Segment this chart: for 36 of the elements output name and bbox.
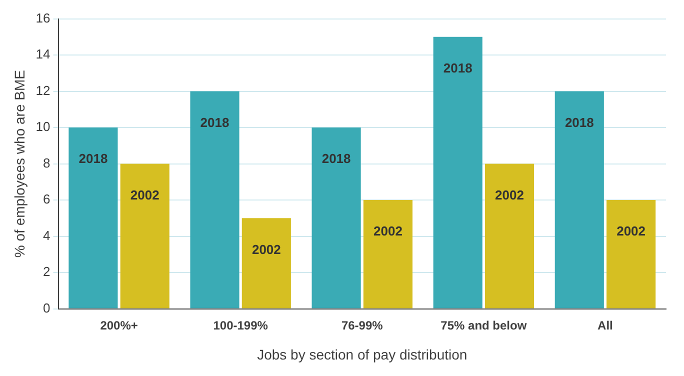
text: 2002	[374, 224, 402, 239]
bar	[68, 128, 118, 308]
y-tick-label: 6	[43, 192, 50, 207]
bar	[190, 91, 240, 308]
y-tick-label: 16	[36, 10, 50, 26]
x-tick-label: 76-99%	[341, 318, 384, 332]
y-tick-label: 12	[36, 82, 50, 98]
text: 2018	[443, 60, 472, 76]
bar	[312, 128, 361, 308]
bar	[554, 91, 604, 308]
bar	[120, 164, 170, 308]
bar	[242, 218, 291, 308]
bar	[606, 200, 656, 308]
x-tick-label: 75% and below	[440, 318, 528, 332]
y-axis-title: % of employees who are BME	[11, 70, 28, 258]
bar	[484, 164, 534, 308]
series-label: 2018	[564, 114, 594, 130]
text: 2002	[616, 224, 646, 239]
text: 2018	[78, 151, 108, 166]
series-label: 2002	[495, 187, 524, 202]
x-axis-title: Jobs by section of pay distribution	[257, 346, 468, 362]
bar	[433, 36, 482, 308]
text: 2018	[200, 114, 230, 130]
y-tick-label: 8	[43, 155, 50, 170]
text: 2002	[252, 242, 281, 257]
x-tick-label: 100-199%	[213, 318, 268, 332]
bar	[363, 200, 412, 308]
y-tick-label: 14	[36, 46, 50, 62]
y-tick-label: 4	[43, 228, 50, 243]
text: 2018	[322, 151, 351, 166]
y-tick-label: 2	[43, 264, 50, 280]
text: 2002	[130, 187, 160, 202]
y-tick-label: 0	[43, 300, 50, 316]
y-tick-label: 10	[36, 119, 50, 134]
x-tick-label: 200%+	[100, 318, 138, 332]
x-tick-label: All	[598, 318, 613, 332]
